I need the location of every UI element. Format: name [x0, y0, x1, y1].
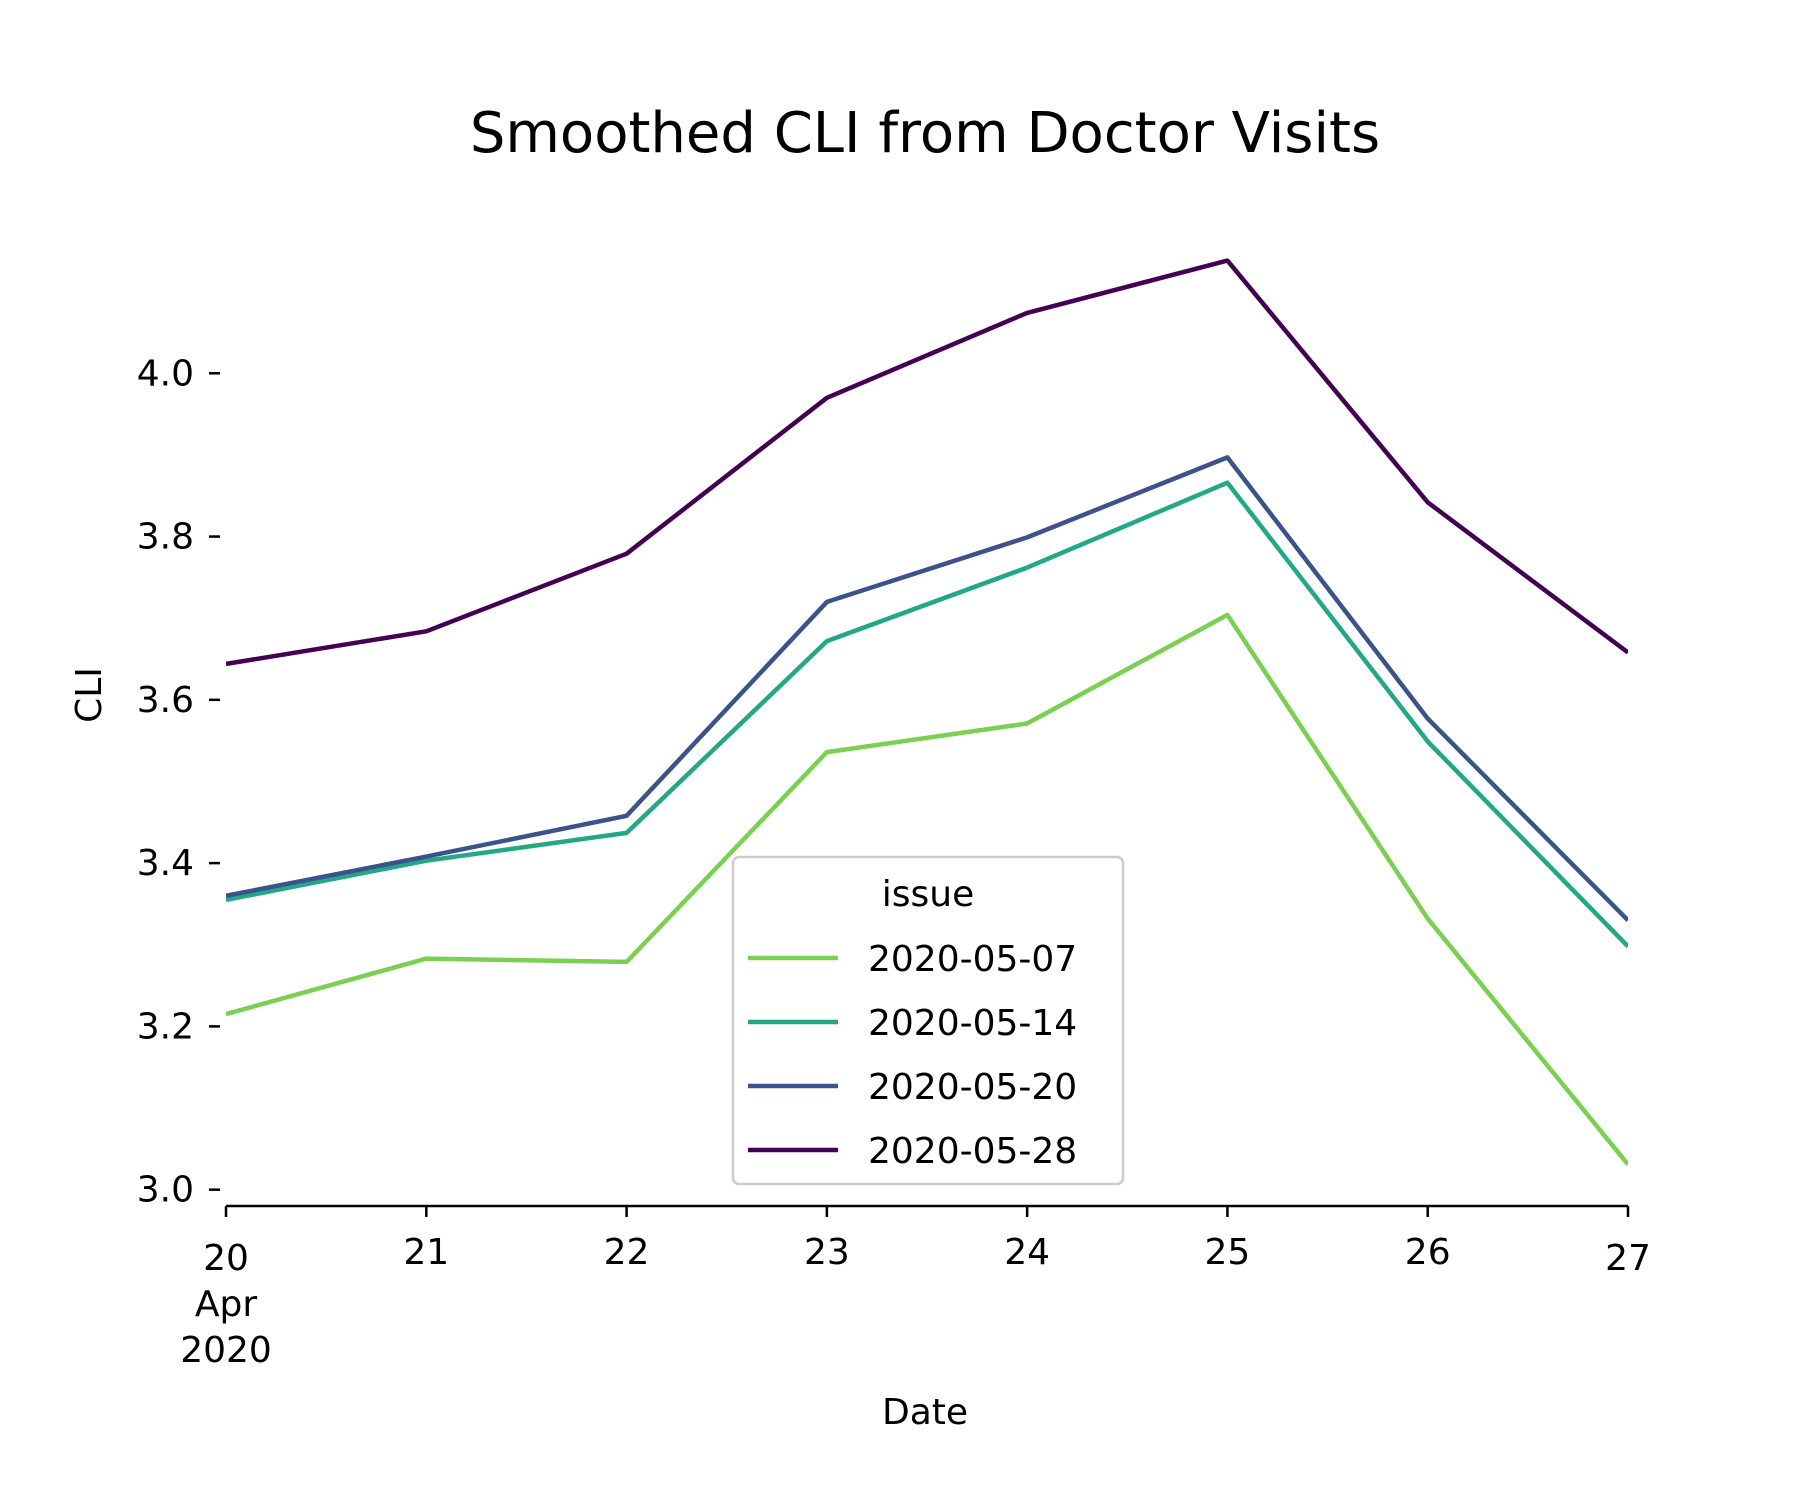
plot-area	[226, 258, 1628, 1166]
series-line-2020-05-07	[226, 612, 1628, 1166]
series-lines	[226, 258, 1628, 1166]
y-tick-label-3.0: 3.0	[137, 1170, 194, 1211]
x-tick-label-24: 24	[1004, 1232, 1050, 1273]
x-tick-label-23: 23	[804, 1232, 850, 1273]
legend-label-2020-05-07: 2020-05-07	[868, 939, 1077, 980]
series-line-2020-05-28	[226, 258, 1628, 667]
y-axis-label: CLI	[69, 667, 110, 723]
y-tick-label-4.0: 4.0	[137, 353, 194, 394]
x-tick-label-26: 26	[1405, 1232, 1451, 1273]
legend-frame	[731, 855, 1125, 1186]
x-axis-label: Date	[882, 1392, 968, 1433]
x-tick-label-Apr: Apr	[195, 1284, 257, 1325]
x-tick-label-2020: 2020	[180, 1330, 272, 1371]
y-tick-label-3.8: 3.8	[137, 517, 194, 558]
legend: issue 2020-05-07 2020-05-14 2020-05-20 2020…	[731, 855, 1125, 1186]
x-tick-label-21: 21	[403, 1232, 449, 1273]
legend-label-2020-05-28: 2020-05-28	[868, 1131, 1077, 1172]
legend-label-2020-05-14: 2020-05-14	[868, 1003, 1077, 1044]
x-tick-label-20: 20	[203, 1238, 249, 1279]
x-tick-label-27: 27	[1605, 1238, 1651, 1279]
series-line-2020-05-14	[226, 480, 1628, 948]
y-axis: 3.0 3.2 3.4 3.6 3.8 4.0	[137, 353, 220, 1211]
y-tick-label-3.2: 3.2	[137, 1006, 194, 1047]
x-tick-label-25: 25	[1205, 1232, 1251, 1273]
series-line-2020-05-20	[226, 455, 1628, 922]
x-axis: 20 Apr 2020 21 22 23 24 25 26 27	[180, 1204, 1651, 1371]
chart-title: Smoothed CLI from Doctor Visits	[470, 101, 1380, 166]
y-tick-label-3.4: 3.4	[137, 843, 194, 884]
legend-title: issue	[882, 874, 974, 915]
y-tick-label-3.6: 3.6	[137, 680, 194, 721]
x-tick-label-22: 22	[604, 1232, 650, 1273]
legend-label-2020-05-20: 2020-05-20	[868, 1067, 1077, 1108]
